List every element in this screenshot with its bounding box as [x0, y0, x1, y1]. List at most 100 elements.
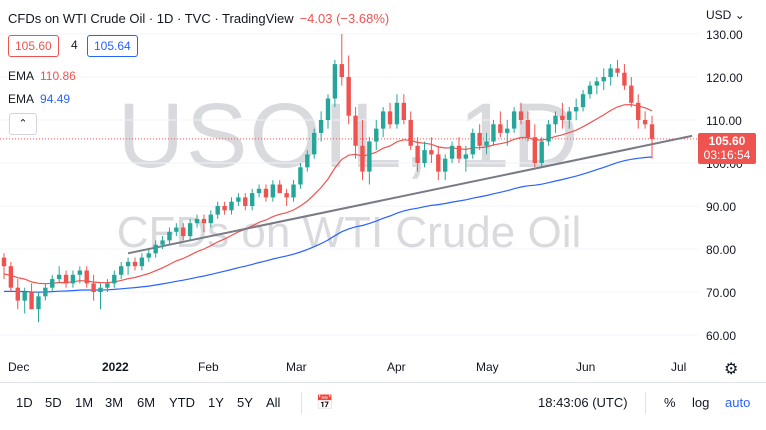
candle-body	[629, 85, 634, 103]
time-tick: Jul	[671, 360, 687, 374]
ema-fast-value: 110.86	[40, 69, 76, 83]
candle-body	[77, 270, 83, 275]
candle-body	[63, 274, 69, 284]
candle-body	[112, 274, 117, 284]
timeframe-1m-button[interactable]: 1M	[75, 395, 94, 410]
candle-body	[380, 111, 386, 129]
candle-body	[560, 115, 565, 120]
candle-body	[636, 102, 641, 120]
candle-body	[422, 150, 427, 163]
ema-slow-legend[interactable]: EMA 94.49	[8, 92, 70, 106]
time-tick: May	[476, 360, 499, 374]
chevron-down-icon: ⌄	[734, 8, 745, 22]
candle-body	[346, 77, 351, 116]
candle-body	[222, 206, 227, 211]
price-tick: 110.00	[706, 114, 742, 128]
bar-countdown: 03:16:54	[703, 148, 751, 162]
candle-body	[546, 124, 551, 142]
candle-body	[125, 261, 131, 267]
candle-body	[339, 64, 344, 77]
candle-body	[408, 120, 413, 146]
candle-body	[649, 124, 655, 139]
candle-body	[367, 141, 372, 172]
candle-body	[491, 124, 496, 142]
buy-price-button[interactable]: 105.64	[87, 35, 138, 57]
timeframe-5d-button[interactable]: 5D	[45, 395, 62, 410]
candle-body	[36, 296, 41, 310]
candle-body	[236, 197, 241, 202]
candle-body	[532, 137, 538, 163]
candle-body	[318, 120, 324, 133]
price-tick: 130.00	[706, 28, 743, 42]
timeframe-all-button[interactable]: All	[266, 395, 281, 410]
ema-slow-label: EMA	[8, 92, 35, 106]
last-price-label: 105.60 03:16:54	[698, 133, 756, 164]
price-tick: 90.00	[706, 200, 737, 214]
ema-fast-label: EMA	[8, 69, 35, 83]
chart-pane[interactable]: USOIL, 1D CFDs on WTI Crude Oil CFDs on …	[0, 0, 698, 380]
candle-body	[194, 218, 200, 224]
price-change: −4.03 (−3.68%)	[299, 11, 390, 26]
candle-body	[118, 266, 124, 275]
time-tick: Dec	[8, 360, 30, 374]
percent-scale-toggle[interactable]: %	[664, 395, 676, 410]
candle-body	[22, 292, 27, 301]
candle-body	[539, 141, 544, 163]
ema-fast-legend[interactable]: EMA 110.86	[8, 69, 76, 83]
timeframe-1d-button[interactable]: 1D	[16, 395, 33, 410]
candle-body	[442, 158, 448, 172]
candle-body	[43, 287, 48, 297]
candle-body	[484, 141, 489, 146]
candle-body	[167, 231, 172, 241]
calendar-range-icon[interactable]: 📅	[316, 394, 334, 410]
sell-price-button[interactable]: 105.60	[8, 35, 59, 57]
candle-body	[215, 206, 220, 215]
price-tick: 80.00	[706, 243, 737, 257]
candle-body	[553, 115, 558, 125]
chevron-up-icon[interactable]: ⌃	[9, 113, 37, 135]
price-chart[interactable]	[0, 0, 698, 352]
price-tick: 120.00	[706, 71, 743, 85]
candle-body	[277, 184, 282, 194]
candle-body	[160, 240, 165, 245]
candle-body	[463, 154, 469, 159]
time-scale[interactable]: Dec 2022 Feb Mar Apr May Jun Jul	[0, 352, 698, 380]
currency-selector[interactable]: USD ⌄	[706, 8, 745, 22]
candle-body	[505, 128, 510, 133]
legend-title[interactable]: CFDs on WTI Crude Oil · 1D · TVC · Tradi…	[8, 11, 389, 26]
candle-body	[436, 154, 441, 172]
candle-body	[201, 218, 207, 224]
candle-body	[249, 193, 255, 206]
gear-icon[interactable]: ⚙	[724, 361, 739, 378]
candle-body	[29, 292, 34, 310]
timeframe-3m-button[interactable]: 3M	[105, 395, 124, 410]
auto-scale-toggle[interactable]: auto	[725, 395, 751, 410]
ema-fast-line	[3, 103, 653, 285]
candle-body	[298, 167, 303, 185]
candle-body	[312, 132, 317, 155]
candle-body	[456, 145, 462, 159]
candle-body	[477, 132, 482, 146]
utc-clock[interactable]: 18:43:06 (UTC)	[538, 395, 628, 410]
toolbar-separator	[645, 392, 646, 414]
time-tick: 2022	[102, 360, 129, 374]
candle-body	[429, 150, 434, 155]
timeframe-6m-button[interactable]: 6M	[137, 395, 156, 410]
timeframe-1y-button[interactable]: 1Y	[208, 395, 224, 410]
timeframe-ytd-button[interactable]: YTD	[169, 395, 195, 410]
price-tick: 60.00	[706, 329, 737, 343]
candle-body	[229, 201, 234, 211]
candle-body	[608, 68, 613, 77]
candle-body	[580, 94, 586, 108]
candle-body	[146, 253, 151, 258]
price-scale[interactable]: 130.00 120.00 110.00 100.00 90.00 80.00 …	[698, 0, 766, 380]
candle-body	[573, 107, 579, 112]
candle-body	[387, 111, 393, 125]
timeframe-5y-button[interactable]: 5Y	[237, 395, 253, 410]
spread-value: 4	[71, 38, 78, 52]
candle-body	[567, 111, 572, 120]
candle-body	[353, 115, 358, 146]
candle-body	[332, 64, 338, 99]
log-scale-toggle[interactable]: log	[692, 395, 710, 410]
trendline	[127, 134, 693, 255]
